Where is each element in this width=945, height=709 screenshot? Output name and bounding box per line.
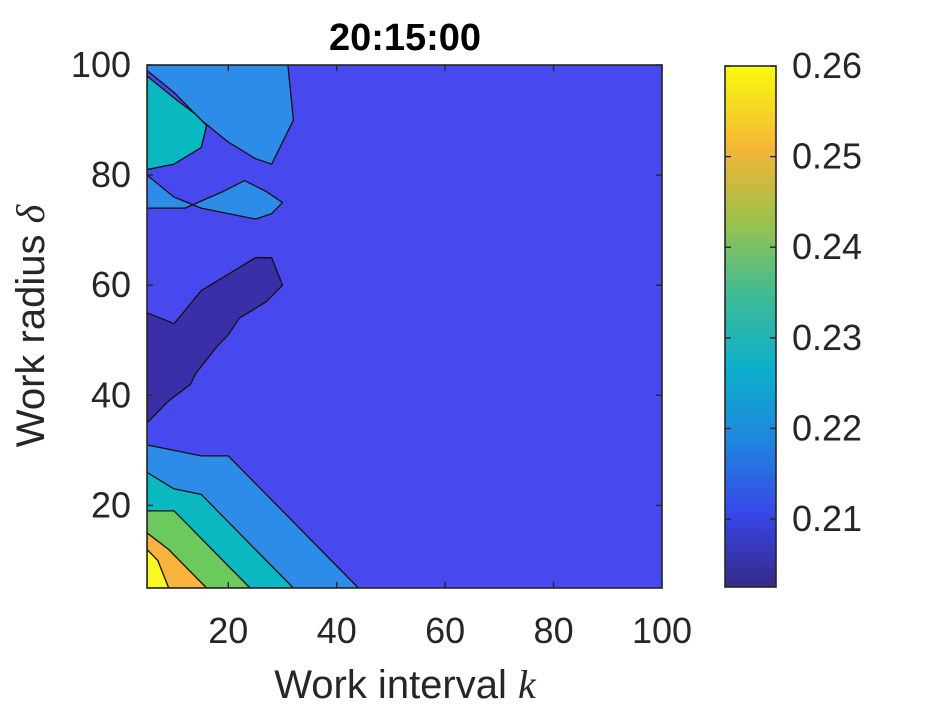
- chart-title: 20:15:00: [329, 17, 481, 59]
- y-axis-label-var: δ: [8, 203, 53, 223]
- colorbar-gradient: [724, 65, 777, 588]
- y-tick-label: 40: [91, 374, 131, 415]
- plot-frame: [146, 64, 663, 589]
- colorbar-tick-label: 0.22: [792, 407, 862, 448]
- contour-regions: [147, 65, 360, 588]
- colorbar-ticks: 0.21 0.22 0.23 0.24 0.25 0.26: [725, 45, 862, 539]
- x-axis-label-var: k: [518, 662, 537, 707]
- colorbar-tick-label: 0.21: [792, 498, 862, 539]
- colorbar-tick-label: 0.25: [792, 136, 862, 177]
- x-tick-label: 60: [425, 610, 465, 651]
- y-tick-label: 80: [91, 154, 131, 195]
- x-tick-label: 20: [208, 610, 248, 651]
- colorbar-tick-label: 0.23: [792, 317, 862, 358]
- y-tick-label: 100: [71, 44, 131, 85]
- x-axis-label-text: Work interval: [274, 663, 507, 707]
- x-axis-label: Work interval k: [274, 662, 537, 707]
- y-axis-label-text: Work radius: [9, 235, 53, 448]
- x-tick-label: 100: [632, 610, 692, 651]
- y-ticks: 20 40 60 80 100: [71, 44, 662, 525]
- plot-area: 20 40 60 80 100 20 40 60 80 100: [71, 44, 692, 651]
- contour-region-0: [147, 257, 284, 424]
- contour-region-2: [147, 75, 208, 171]
- contour-region-7: [147, 548, 170, 588]
- x-ticks: 20 40 60 80 100: [208, 65, 692, 651]
- y-tick-label: 20: [91, 484, 131, 525]
- x-tick-label: 40: [317, 610, 357, 651]
- y-axis-label: Work radius δ: [8, 203, 53, 447]
- y-tick-label: 60: [91, 264, 131, 305]
- contour-region-1: [147, 65, 295, 220]
- colorbar: 0.21 0.22 0.23 0.24 0.25 0.26: [724, 45, 862, 588]
- colorbar-tick-label: 0.24: [792, 226, 862, 267]
- colorbar-tick-label: 0.26: [792, 45, 862, 86]
- x-tick-label: 80: [534, 610, 574, 651]
